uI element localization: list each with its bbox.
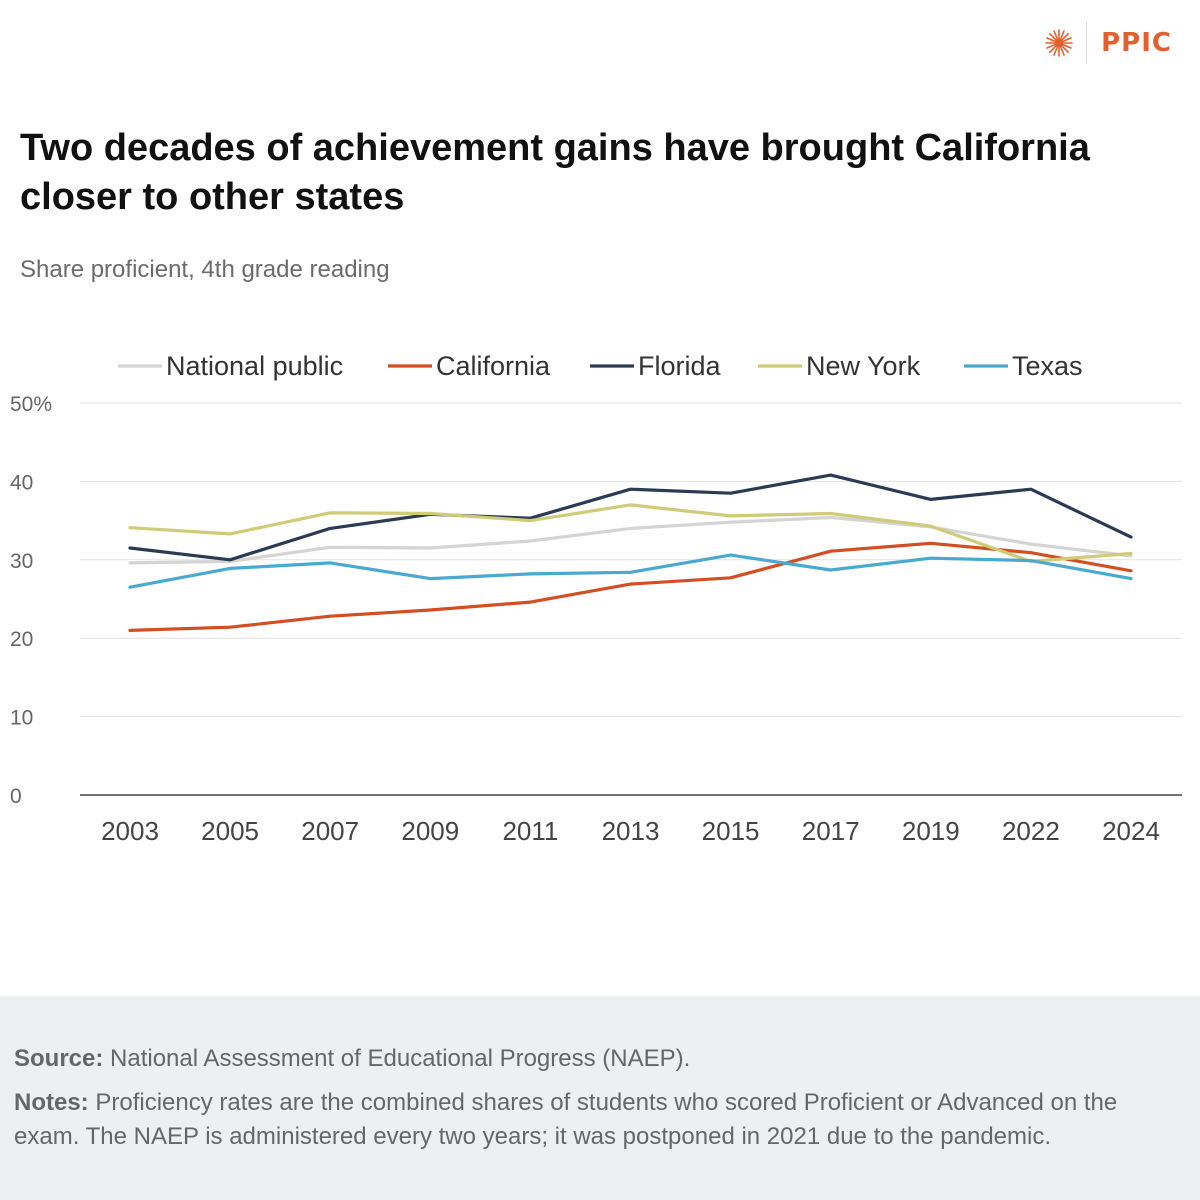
y-tick-label: 0 bbox=[10, 785, 22, 808]
x-tick-label: 2011 bbox=[502, 816, 558, 846]
logo-divider bbox=[1086, 22, 1088, 64]
source-text: National Assessment of Educational Progr… bbox=[110, 1045, 691, 1072]
x-tick-label: 2007 bbox=[301, 816, 359, 846]
legend-label: Florida bbox=[638, 351, 722, 381]
legend-label: Texas bbox=[1012, 351, 1083, 381]
series-line-florida bbox=[128, 473, 1133, 562]
x-axis: 2003 2005 2007 2009 2011 2013 2015 2017 2019 2022… bbox=[101, 816, 1160, 846]
chart-title: Two decades of achievement gains have br… bbox=[20, 127, 1090, 218]
x-tick-label: 2019 bbox=[902, 816, 960, 846]
notes-label: Notes: bbox=[14, 1089, 89, 1116]
sunburst-icon bbox=[1045, 29, 1073, 57]
x-tick-label: 2015 bbox=[702, 816, 760, 846]
x-tick-label: 2017 bbox=[802, 816, 860, 846]
line-chart: National public California Florida New York… bbox=[10, 351, 1182, 846]
y-tick-label: 10 bbox=[10, 707, 33, 730]
y-tick-label: 50% bbox=[10, 393, 52, 416]
series-line-california bbox=[128, 541, 1133, 632]
chart-legend: National public California Florida New York… bbox=[118, 351, 1083, 381]
chart-grid bbox=[80, 402, 1182, 796]
series-line-texas bbox=[128, 553, 1133, 589]
legend-label: National public bbox=[166, 351, 343, 381]
source-label: Source: bbox=[14, 1045, 104, 1072]
y-axis: 0 10 20 30 40 50% bbox=[10, 393, 52, 808]
logo-text: PPIC bbox=[1101, 28, 1172, 58]
legend-label: New York bbox=[806, 351, 921, 381]
notes-text: Proficiency rates are the combined share… bbox=[14, 1089, 1118, 1150]
series-line-new-york bbox=[128, 503, 1133, 563]
x-tick-label: 2003 bbox=[101, 816, 159, 846]
source-note: Source: National Assessment of Education… bbox=[14, 1042, 1186, 1076]
notes: Notes: Proficiency rates are the combine… bbox=[14, 1086, 1186, 1154]
y-tick-label: 30 bbox=[10, 550, 33, 573]
x-tick-label: 2009 bbox=[401, 816, 459, 846]
y-tick-label: 20 bbox=[10, 628, 33, 651]
y-tick-label: 40 bbox=[10, 471, 33, 494]
x-tick-label: 2005 bbox=[201, 816, 259, 846]
series-line-national-public bbox=[128, 515, 1133, 565]
legend-label: California bbox=[436, 351, 551, 381]
chart-footer: Source: National Assessment of Education… bbox=[0, 996, 1200, 1200]
x-tick-label: 2024 bbox=[1102, 816, 1160, 846]
ppic-logo: PPIC bbox=[1044, 22, 1172, 64]
chart-series bbox=[128, 473, 1133, 632]
x-tick-label: 2013 bbox=[602, 816, 660, 846]
x-tick-label: 2022 bbox=[1002, 816, 1060, 846]
chart-subtitle: Share proficient, 4th grade reading bbox=[20, 256, 390, 283]
